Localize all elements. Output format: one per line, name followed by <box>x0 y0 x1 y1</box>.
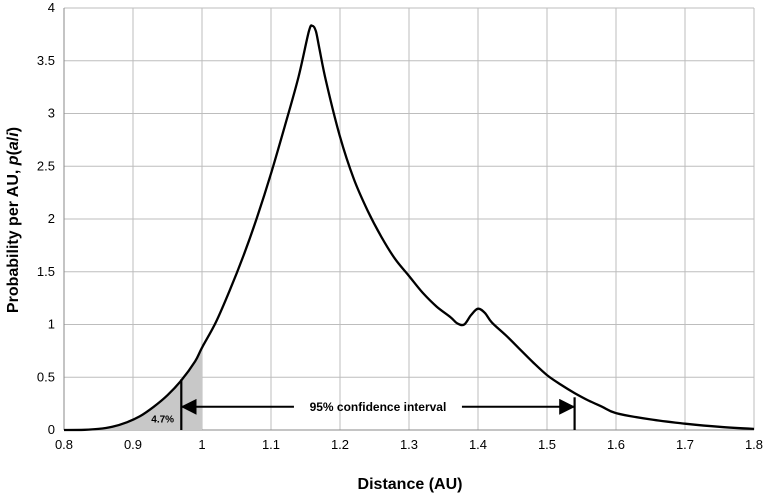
y-tick-label: 3.5 <box>37 53 55 68</box>
y-tick-label: 1.5 <box>37 264 55 279</box>
x-tick-label: 1.7 <box>676 437 694 452</box>
y-axis-label-i: i <box>5 132 22 137</box>
x-tick-label: 1.6 <box>607 437 625 452</box>
y-axis-label: Probability per AU, p(a/i) <box>5 127 22 313</box>
y-axis-label-slash: / <box>5 136 22 141</box>
grid-lines <box>63 7 755 431</box>
x-tick-label: 1 <box>198 437 205 452</box>
y-axis-label-open: ( <box>5 149 22 155</box>
y-tick-label: 3 <box>48 106 55 121</box>
y-axis-label-close: ) <box>5 127 22 132</box>
annotations: 4.7% 95% confidence interval <box>151 398 576 426</box>
y-tick-label: 2 <box>48 211 55 226</box>
interval-label: 95% confidence interval <box>310 400 447 414</box>
shaded-area-label: 4.7% <box>151 415 174 426</box>
x-tick-label: 1.8 <box>745 437 763 452</box>
y-axis-label-p: p <box>5 155 22 166</box>
x-tick-label: 1.2 <box>331 437 349 452</box>
x-tick-label: 1.3 <box>400 437 418 452</box>
y-tick-label: 0 <box>48 422 55 437</box>
series-line <box>63 24 755 432</box>
x-axis-label: Distance (AU) <box>358 476 463 493</box>
x-tick-label: 1.5 <box>538 437 556 452</box>
y-tick-label: 4 <box>48 0 55 15</box>
y-axis-label-a: a <box>5 141 22 150</box>
x-tick-label: 0.9 <box>124 437 142 452</box>
y-axis-label-prefix: Probability per AU, <box>5 165 22 313</box>
x-tick-labels: 0.8 0.9 1 1.1 1.2 1.3 1.4 1.5 1.6 1.7 1.8 <box>55 437 763 452</box>
shaded-area <box>64 347 202 430</box>
y-tick-label: 1 <box>48 317 55 332</box>
x-tick-label: 1.4 <box>469 437 487 452</box>
x-tick-label: 0.8 <box>55 437 73 452</box>
y-tick-label: 0.5 <box>37 369 55 384</box>
y-tick-label: 2.5 <box>37 158 55 173</box>
x-tick-label: 1.1 <box>262 437 280 452</box>
y-tick-labels: 0 0.5 1 1.5 2 2.5 3 3.5 4 <box>37 0 55 437</box>
